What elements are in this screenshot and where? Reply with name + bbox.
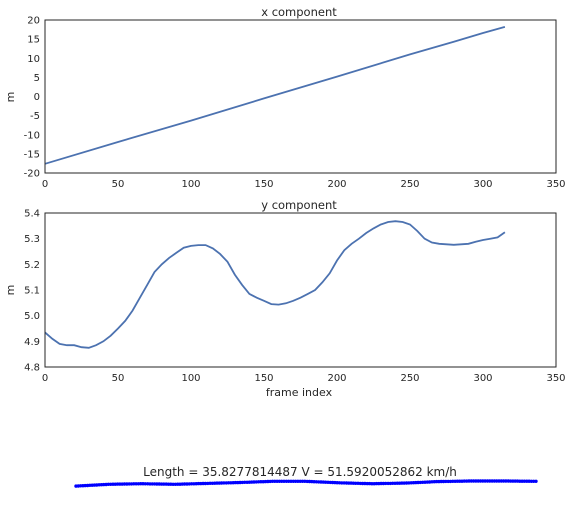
trace-point (203, 481, 208, 486)
trace-point (102, 482, 106, 487)
trace-point (83, 483, 87, 488)
trace-point (462, 479, 466, 483)
trace-point (122, 482, 127, 486)
trace-point (384, 481, 388, 486)
y-component-series-line (44, 220, 506, 349)
trace-point (243, 480, 247, 484)
y-component-panel: y component m frame index 0 50 100 150 200 25… (4, 198, 566, 399)
trace-point (534, 479, 538, 483)
x-component-ytick-label: 5 (34, 73, 40, 84)
trace-point (143, 482, 147, 486)
y-component-xtick-label: 0 (42, 373, 48, 384)
y-component-ylabel: m (4, 285, 17, 296)
y-component-ytick-label: 5.0 (24, 311, 40, 322)
x-component-xtick-label: 250 (400, 179, 419, 190)
trace-point (423, 480, 427, 484)
trace-point (444, 479, 448, 484)
x-component-ytick-label: -10 (24, 130, 40, 141)
x-component-ylabel: m (4, 92, 17, 103)
trace-point (323, 480, 328, 484)
speed-caption: Length = 35.8277814487 V = 51.5920052862… (143, 465, 457, 479)
x-component-ytick-label: 15 (27, 35, 40, 46)
y-component-ytick-label: 5.4 (24, 209, 40, 220)
y-component-xtick-label: 350 (546, 373, 565, 384)
x-component-ytick-label: -15 (24, 149, 40, 160)
trace-point (222, 481, 226, 485)
y-component-ytick-label: 5.2 (24, 260, 40, 271)
y-component-xtick-label: 200 (327, 373, 346, 384)
x-component-ytick-label: 10 (27, 54, 40, 65)
trace-point (363, 481, 367, 486)
x-component-ytick-label: 0 (34, 92, 40, 103)
y-component-ytick-label: 4.9 (24, 337, 40, 348)
x-component-xtick-label: 100 (181, 179, 200, 190)
x-component-ytick-label: -20 (24, 169, 40, 180)
x-component-xtick-label: 200 (327, 179, 346, 190)
trace-point (303, 479, 307, 483)
x-component-ytick-label: -5 (30, 111, 40, 122)
y-component-xtick-label: 50 (112, 373, 125, 384)
x-component-xtick-label: 0 (42, 179, 48, 190)
x-component-xtick-label: 150 (254, 179, 273, 190)
x-component-series-line (44, 26, 506, 165)
y-component-xtick-label: 300 (473, 373, 492, 384)
x-component-ytick-label: 20 (27, 16, 40, 27)
trace-point (282, 479, 286, 483)
y-component-axes-frame (44, 212, 557, 368)
y-component-ytick-label: 4.8 (24, 363, 40, 374)
y-component-xticks: 0 50 100 150 200 250 300 350 (42, 373, 566, 384)
x-component-xticks: 0 50 100 150 200 250 300 350 (42, 179, 566, 190)
x-component-axes-frame (44, 19, 557, 174)
y-component-xlabel: frame index (266, 386, 333, 399)
y-component-yticks: 4.8 4.9 5.0 5.1 5.2 5.3 5.4 (24, 209, 40, 374)
trace-point (263, 479, 268, 484)
trace-point (504, 479, 508, 483)
trace-point (522, 479, 527, 483)
x-component-title: x component (261, 5, 337, 19)
trace-point (342, 481, 346, 485)
y-component-xtick-label: 150 (254, 373, 273, 384)
trace-point (483, 479, 487, 483)
x-component-xtick-label: 300 (473, 179, 492, 190)
y-component-title: y component (261, 198, 337, 212)
x-component-xtick-label: 350 (546, 179, 565, 190)
x-component-panel: x component m 0 50 100 150 200 250 300 350 -20-… (4, 5, 566, 190)
trace-point (162, 482, 166, 486)
trajectory-trace (74, 479, 538, 488)
y-component-ytick-label: 5.3 (24, 234, 40, 245)
y-component-xtick-label: 250 (400, 373, 419, 384)
y-component-xtick-label: 100 (181, 373, 200, 384)
x-component-xtick-label: 50 (112, 179, 125, 190)
trace-point (402, 481, 406, 485)
y-component-ytick-label: 5.1 (24, 286, 40, 297)
trace-point (182, 482, 187, 486)
x-component-yticks: -20 -15 -10 -5 0 5 10 15 20 (24, 16, 40, 180)
